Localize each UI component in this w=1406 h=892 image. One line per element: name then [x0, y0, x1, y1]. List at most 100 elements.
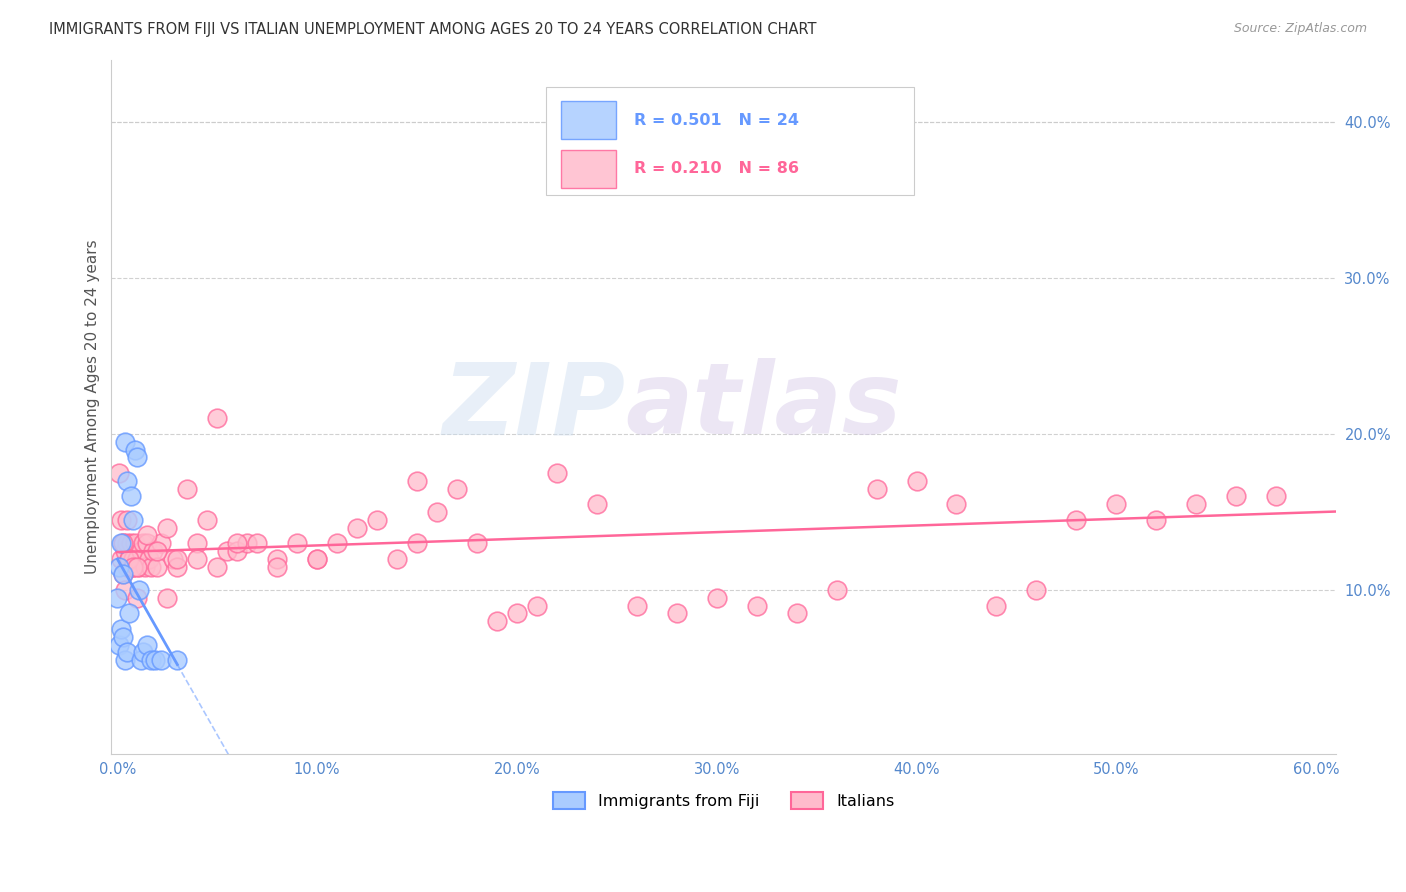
- Point: [110, 622, 132, 636]
- Point: [141, 559, 163, 574]
- Point: [745, 599, 768, 613]
- Point: [1265, 490, 1288, 504]
- Bar: [561, 102, 616, 139]
- Point: [122, 559, 145, 574]
- Point: [117, 536, 139, 550]
- Point: [127, 552, 149, 566]
- FancyBboxPatch shape: [546, 87, 914, 195]
- Point: [114, 653, 136, 667]
- Point: [110, 536, 132, 550]
- Point: [143, 653, 166, 667]
- Point: [136, 528, 159, 542]
- Point: [150, 653, 173, 667]
- Point: [112, 567, 135, 582]
- Point: [546, 466, 568, 480]
- Point: [1144, 513, 1167, 527]
- Point: [108, 638, 131, 652]
- Point: [1185, 497, 1208, 511]
- Point: [186, 536, 208, 550]
- Point: [120, 536, 142, 550]
- Point: [150, 536, 173, 550]
- Point: [1225, 490, 1247, 504]
- Point: [465, 536, 488, 550]
- Point: [226, 536, 249, 550]
- Point: [112, 630, 135, 644]
- Point: [110, 552, 132, 566]
- Legend: Immigrants from Fiji, Italians: Immigrants from Fiji, Italians: [547, 786, 901, 815]
- Point: [132, 645, 155, 659]
- Point: [146, 559, 169, 574]
- Point: [110, 513, 132, 527]
- Point: [120, 490, 142, 504]
- Point: [806, 161, 828, 176]
- Point: [114, 434, 136, 449]
- Point: [1025, 582, 1047, 597]
- Point: [346, 521, 368, 535]
- Point: [107, 591, 129, 605]
- Text: Source: ZipAtlas.com: Source: ZipAtlas.com: [1233, 22, 1367, 36]
- Point: [141, 653, 163, 667]
- Point: [385, 552, 408, 566]
- Point: [307, 552, 329, 566]
- Point: [905, 474, 928, 488]
- Point: [207, 411, 229, 425]
- Point: [217, 544, 239, 558]
- Point: [136, 536, 159, 550]
- Point: [176, 482, 198, 496]
- Point: [166, 559, 188, 574]
- Point: [108, 559, 131, 574]
- Point: [117, 474, 139, 488]
- Bar: [561, 150, 616, 188]
- Point: [446, 482, 468, 496]
- Point: [195, 513, 218, 527]
- Point: [127, 591, 149, 605]
- Point: [986, 599, 1008, 613]
- Point: [825, 582, 848, 597]
- Point: [406, 474, 429, 488]
- Text: ZIP: ZIP: [443, 359, 626, 455]
- Text: atlas: atlas: [626, 359, 903, 455]
- Point: [117, 559, 139, 574]
- Point: [162, 552, 184, 566]
- Point: [156, 521, 179, 535]
- Point: [236, 536, 259, 550]
- Point: [131, 653, 153, 667]
- Point: [136, 638, 159, 652]
- Point: [156, 591, 179, 605]
- Point: [1105, 497, 1128, 511]
- Point: [127, 559, 149, 574]
- Point: [128, 582, 150, 597]
- Point: [138, 552, 160, 566]
- Point: [118, 552, 141, 566]
- Point: [128, 559, 150, 574]
- Point: [266, 559, 288, 574]
- Point: [166, 552, 188, 566]
- Point: [122, 559, 145, 574]
- Point: [146, 544, 169, 558]
- Point: [366, 513, 388, 527]
- Point: [406, 536, 429, 550]
- Point: [166, 653, 188, 667]
- Point: [1066, 513, 1088, 527]
- Point: [626, 599, 648, 613]
- Point: [117, 645, 139, 659]
- Point: [586, 497, 609, 511]
- Point: [134, 559, 156, 574]
- Point: [108, 466, 131, 480]
- Point: [485, 614, 508, 628]
- Point: [114, 582, 136, 597]
- Point: [506, 607, 529, 621]
- Point: [117, 513, 139, 527]
- Point: [131, 544, 153, 558]
- Point: [326, 536, 349, 550]
- Point: [122, 513, 145, 527]
- Y-axis label: Unemployment Among Ages 20 to 24 years: Unemployment Among Ages 20 to 24 years: [86, 239, 100, 574]
- Point: [246, 536, 269, 550]
- Point: [120, 559, 142, 574]
- Point: [706, 591, 728, 605]
- Point: [307, 552, 329, 566]
- Point: [945, 497, 967, 511]
- Point: [186, 552, 208, 566]
- Point: [426, 505, 449, 519]
- Point: [526, 599, 548, 613]
